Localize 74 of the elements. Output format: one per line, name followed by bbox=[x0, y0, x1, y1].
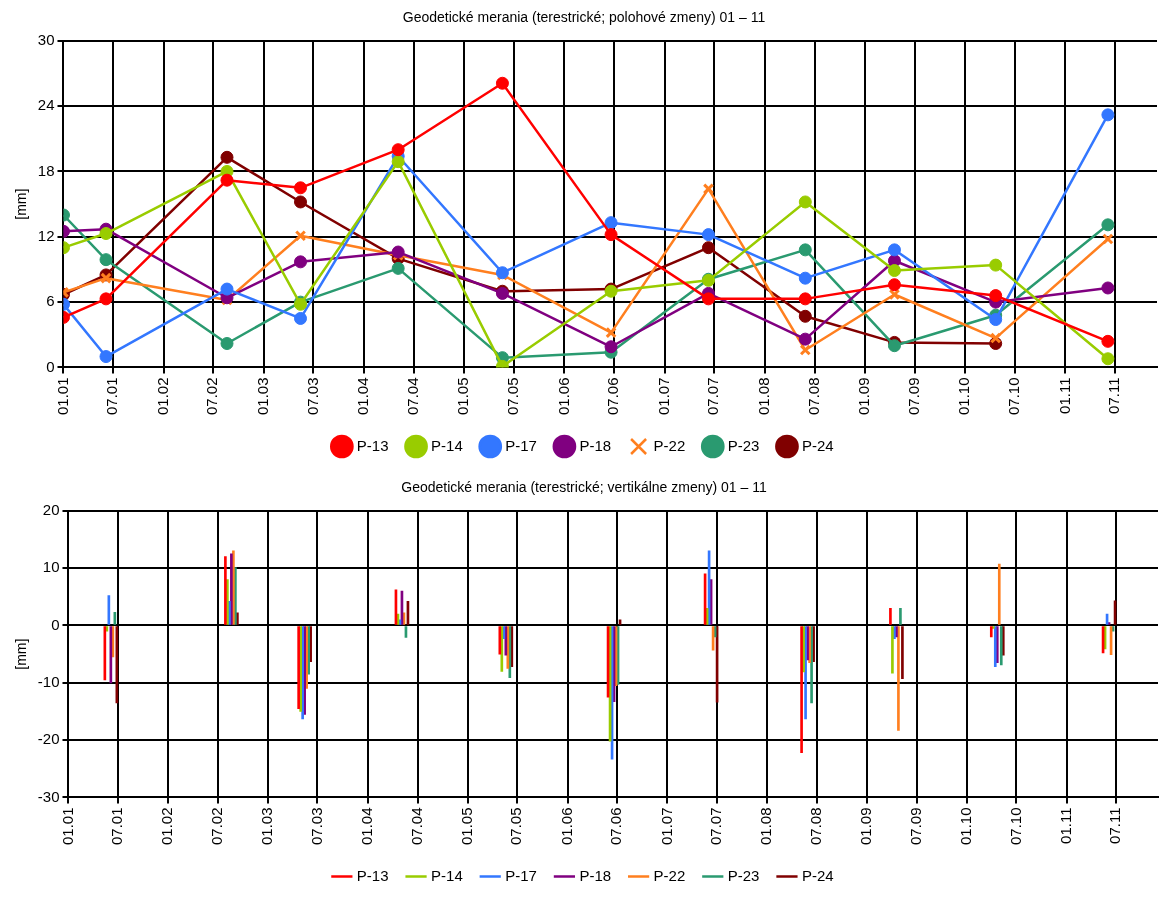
x-tick-label: 07.10 bbox=[1005, 377, 1023, 416]
y-tick-label: 24 bbox=[37, 96, 55, 114]
legend-label: P-23 bbox=[727, 436, 760, 454]
y-tick-label: -10 bbox=[37, 672, 60, 690]
x-tick-label: 07.08 bbox=[807, 807, 825, 846]
x-tick-label: 01.01 bbox=[53, 377, 71, 416]
x-tick-label: 07.02 bbox=[203, 377, 221, 416]
y-tick-label: 20 bbox=[42, 500, 60, 518]
legend-label: P-13 bbox=[356, 866, 389, 884]
x-tick-label: 01.06 bbox=[554, 377, 572, 416]
legend-label: P-14 bbox=[431, 866, 463, 884]
y-tick-label: 30 bbox=[37, 30, 55, 48]
x-tick-label: 07.01 bbox=[103, 377, 121, 416]
x-tick-label: 01.10 bbox=[957, 807, 975, 846]
x-tick-label: 01.01 bbox=[58, 807, 76, 846]
legend-label: P-22 bbox=[653, 866, 686, 884]
y-tick-label: 12 bbox=[37, 226, 55, 244]
x-tick-label: 01.03 bbox=[253, 377, 271, 416]
chart-title: Geodetické merania (terestrické; polohové zmeny) 01 – 11 bbox=[402, 9, 766, 26]
legend-label: P-24 bbox=[801, 436, 834, 454]
legend-label: P-22 bbox=[653, 436, 686, 454]
y-tick-label: -30 bbox=[37, 787, 60, 805]
y-tick-label: 0 bbox=[46, 357, 55, 375]
x-tick-label: 07.05 bbox=[504, 377, 522, 416]
x-tick-label: 07.07 bbox=[704, 377, 722, 416]
x-tick-label: 07.06 bbox=[607, 807, 625, 846]
x-tick-label: 01.08 bbox=[754, 377, 772, 416]
legend-label: P-24 bbox=[801, 866, 834, 884]
x-tick-label: 07.03 bbox=[307, 807, 325, 846]
x-tick-label: 07.04 bbox=[407, 807, 425, 846]
y-tick-label: 18 bbox=[37, 161, 55, 179]
legend-label: P-18 bbox=[579, 436, 612, 454]
x-tick-label: 01.11 bbox=[1055, 377, 1073, 414]
x-tick-label: 01.07 bbox=[657, 807, 675, 846]
x-tick-label: 01.02 bbox=[158, 807, 176, 846]
legend-label: P-17 bbox=[505, 866, 537, 884]
x-tick-label: 07.10 bbox=[1006, 807, 1024, 846]
legend-label: P-13 bbox=[356, 436, 389, 454]
x-tick-label: 01.03 bbox=[258, 807, 276, 846]
x-tick-label: 01.04 bbox=[357, 807, 375, 846]
x-tick-label: 01.05 bbox=[457, 807, 475, 846]
x-tick-label: 07.09 bbox=[906, 807, 924, 846]
x-tick-label: 07.06 bbox=[604, 377, 622, 416]
x-tick-label: 01.09 bbox=[855, 377, 873, 416]
x-tick-label: 07.04 bbox=[403, 377, 421, 416]
x-tick-label: 01.05 bbox=[454, 377, 472, 416]
y-axis-title: [mm] bbox=[13, 638, 30, 670]
legend-label: P-23 bbox=[727, 866, 760, 884]
y-tick-label: 10 bbox=[42, 558, 60, 576]
x-tick-label: 01.10 bbox=[955, 377, 973, 416]
legend-label: P-18 bbox=[579, 866, 612, 884]
legend-label: P-14 bbox=[431, 436, 463, 454]
x-tick-label: 07.11 bbox=[1105, 377, 1123, 414]
x-tick-label: 07.03 bbox=[303, 377, 321, 416]
chart-title: Geodetické merania (terestrické; vertikálne zmeny) 01 – 11 bbox=[401, 479, 767, 496]
x-tick-label: 01.09 bbox=[857, 807, 875, 846]
x-tick-label: 07.07 bbox=[706, 807, 724, 846]
x-tick-label: 01.04 bbox=[354, 377, 372, 416]
x-tick-label: 07.01 bbox=[108, 807, 126, 846]
x-tick-label: 07.02 bbox=[207, 807, 225, 846]
legend-label: P-17 bbox=[505, 436, 537, 454]
y-tick-label: 6 bbox=[46, 292, 55, 310]
x-tick-label: 01.08 bbox=[757, 807, 775, 846]
x-tick-label: 07.05 bbox=[507, 807, 525, 846]
x-tick-label: 01.11 bbox=[1056, 807, 1074, 844]
x-tick-label: 07.08 bbox=[804, 377, 822, 416]
y-axis-title: [mm] bbox=[13, 188, 30, 220]
x-tick-label: 07.09 bbox=[904, 377, 922, 416]
x-tick-label: 07.11 bbox=[1106, 807, 1124, 844]
y-tick-label: -20 bbox=[37, 730, 60, 748]
x-tick-label: 01.07 bbox=[654, 377, 672, 416]
x-tick-label: 01.02 bbox=[153, 377, 171, 416]
y-tick-label: 0 bbox=[51, 615, 60, 633]
x-tick-label: 01.06 bbox=[557, 807, 575, 846]
